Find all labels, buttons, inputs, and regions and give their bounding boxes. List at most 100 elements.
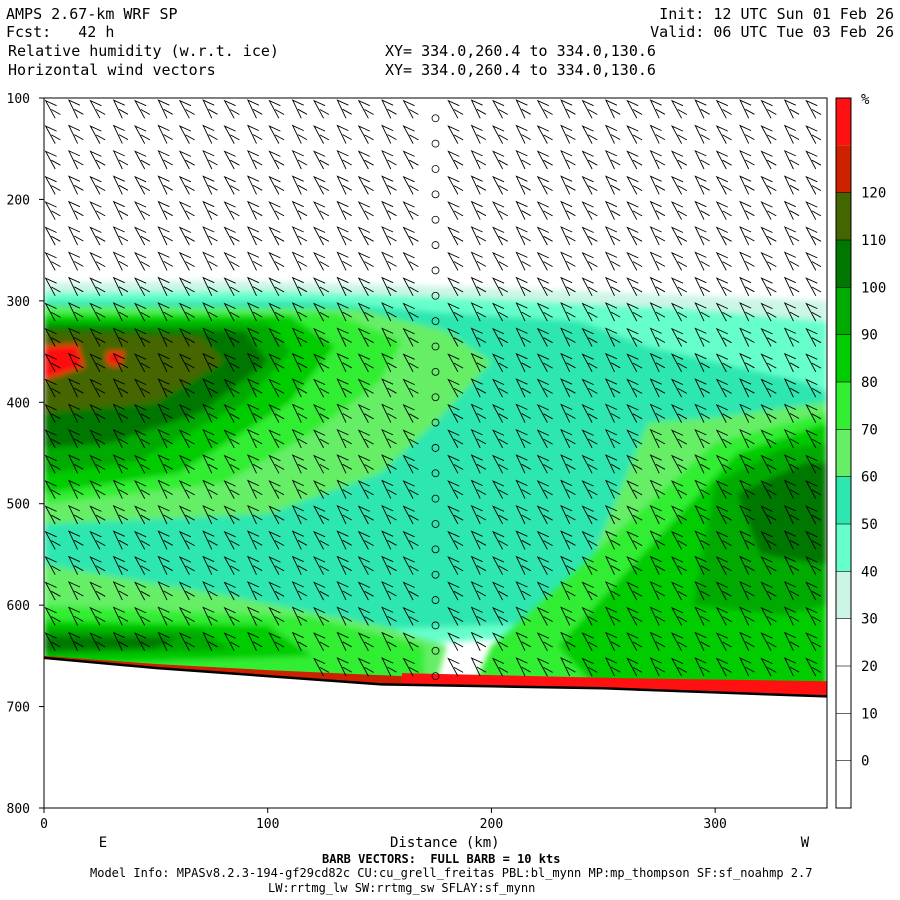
wind-barb	[44, 480, 61, 499]
wind-barb	[649, 606, 666, 626]
wind-barb	[492, 505, 509, 525]
colorbar-bin	[836, 240, 851, 288]
wind-barb	[313, 150, 330, 170]
colorbar-label: 20	[861, 659, 878, 675]
wind-barb	[134, 429, 151, 449]
wind-barb-calm	[431, 190, 440, 199]
wind-barb	[783, 378, 800, 398]
colorbar-bin	[836, 713, 851, 761]
wind-barb	[626, 175, 643, 195]
wind-barb	[112, 276, 129, 296]
wind-barb	[581, 327, 598, 347]
wind-barb	[44, 226, 61, 246]
wind-barb	[381, 378, 397, 398]
wind-barb	[246, 555, 263, 575]
wind-barb	[223, 251, 240, 271]
wind-barb	[492, 581, 509, 601]
wind-barb	[626, 302, 643, 322]
wind-barb	[805, 404, 822, 423]
wind-barb	[336, 175, 352, 195]
wind-barb	[157, 530, 173, 550]
wind-barb	[67, 352, 84, 373]
wind-barb-calm	[431, 215, 440, 224]
wind-barb	[336, 606, 352, 626]
wind-barb	[604, 530, 621, 550]
wind-barb	[357, 505, 374, 525]
wind-barb	[223, 201, 240, 220]
wind-barb	[715, 378, 732, 398]
wind-barb	[694, 175, 710, 195]
wind-barb	[44, 201, 61, 220]
wind-barb	[581, 125, 598, 144]
wind-barb	[515, 479, 531, 499]
wind-barb	[649, 200, 666, 220]
wind-barb	[223, 99, 240, 119]
wind-barb	[470, 175, 487, 195]
wind-barb	[694, 454, 710, 474]
wind-barb	[67, 378, 84, 398]
wind-barb	[649, 479, 666, 499]
wind-barb	[536, 404, 553, 423]
wind-barb	[67, 631, 84, 651]
wind-barb	[268, 226, 285, 246]
wind-barb-calm	[431, 621, 440, 630]
wind-barb	[381, 581, 397, 601]
wind-barb	[67, 149, 84, 170]
wind-barb	[805, 632, 822, 652]
wind-barb	[783, 479, 800, 499]
wind-barb	[67, 327, 84, 347]
wind-barb	[381, 200, 397, 220]
wind-barb	[202, 581, 218, 601]
wind-barb	[381, 226, 397, 246]
wind-barb	[44, 404, 61, 423]
wind-barb	[223, 353, 240, 373]
wind-barb	[357, 150, 374, 170]
wind-barb	[67, 200, 84, 220]
wind-barb	[783, 200, 800, 220]
wind-barb	[44, 530, 61, 550]
wind-barb	[492, 454, 509, 474]
wind-barb	[760, 581, 777, 601]
wind-barb	[447, 125, 464, 144]
wind-barb	[268, 429, 285, 449]
colorbar-label: 100	[861, 280, 886, 296]
wind-barb	[694, 149, 710, 170]
wind-barb	[715, 201, 732, 220]
wind-barb	[649, 327, 666, 347]
wind-barb	[470, 99, 487, 119]
colorbar-bin	[836, 429, 851, 477]
wind-barb	[402, 556, 419, 575]
wind-barb	[268, 353, 285, 373]
wind-barb	[112, 581, 129, 601]
wind-barb	[357, 454, 374, 474]
wind-barb	[581, 606, 598, 626]
wind-barb	[739, 504, 755, 525]
wind-barb	[112, 99, 129, 119]
wind-barb	[67, 581, 84, 601]
wind-barb	[715, 302, 732, 322]
wind-barb	[134, 327, 151, 347]
wind-barb	[447, 556, 464, 575]
wind-barb	[134, 581, 151, 601]
rh-region-c130	[44, 344, 85, 380]
wind-barb	[670, 125, 688, 144]
wind-barb	[178, 175, 195, 195]
wind-barb	[783, 276, 800, 296]
wind-barb	[44, 606, 61, 626]
wind-barb	[44, 581, 61, 601]
wind-barb	[604, 226, 621, 246]
wind-barb	[357, 201, 374, 220]
wind-barb	[291, 226, 308, 246]
wind-barb	[581, 657, 598, 677]
wind-barb	[626, 125, 643, 144]
wind-barb-calm	[431, 545, 440, 554]
wind-barb	[223, 530, 240, 550]
wind-barb	[67, 454, 84, 474]
wind-barb	[268, 150, 285, 170]
wind-barb	[357, 99, 374, 119]
wind-barb	[470, 302, 487, 322]
wind-barb	[112, 606, 129, 626]
wind-barb	[649, 581, 666, 601]
wind-barb	[783, 657, 800, 677]
wind-barb	[739, 251, 755, 271]
